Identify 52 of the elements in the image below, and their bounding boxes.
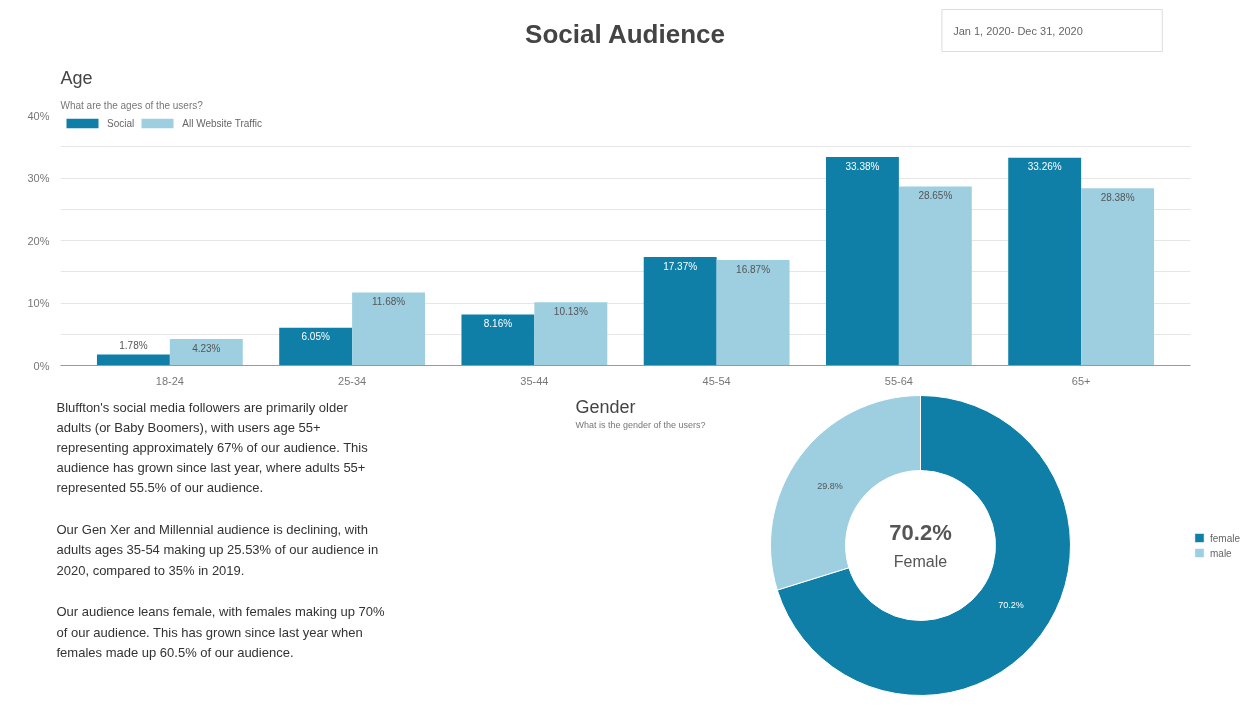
data-label: 10.13% [553, 305, 588, 317]
bar [352, 292, 426, 366]
text: Jan 1, 2020- Dec 31, 2020 [953, 24, 1083, 37]
bar [1081, 188, 1155, 366]
x-tick-label: 25-34 [338, 374, 367, 387]
data-label: 33.26% [1027, 161, 1062, 173]
y-tick-label: 30% [27, 172, 50, 184]
legend-label: male [1209, 547, 1232, 558]
bar [1008, 157, 1082, 366]
x-tick-label: 45-54 [702, 374, 731, 387]
bar [96, 354, 170, 366]
bar [279, 327, 353, 366]
legend-label: female [1209, 532, 1240, 543]
text: Our audience leans female, with females making up 70% of our audience. This has grown since last year when females made up 60.5% of our audience. [56, 604, 386, 660]
x-tick-label: 65+ [1071, 374, 1091, 387]
bar [643, 256, 717, 366]
x-tick-label: 18-24 [155, 374, 184, 387]
data-label: 1.78% [119, 339, 148, 351]
data-label: 11.68% [371, 296, 406, 308]
bar [898, 186, 972, 366]
bar [534, 302, 608, 366]
y-tick-label: 10% [27, 297, 50, 309]
data-label: 8.16% [483, 318, 513, 330]
x-tick-label: 55-64 [884, 374, 913, 387]
data-label: 29.8% [817, 480, 843, 491]
data-label: 28.38% [1100, 191, 1135, 203]
y-tick-label: 0% [33, 359, 50, 372]
data-label: 70.2% [998, 600, 1024, 611]
text: What is the gender of the users? [575, 420, 706, 431]
data-label: 16.87% [736, 263, 771, 275]
data-label: 28.65% [918, 190, 953, 202]
bar [169, 339, 243, 366]
chart-title: Age [60, 67, 93, 88]
chart-subtitle: What are the ages of the users? [60, 99, 204, 111]
text: Female [893, 553, 948, 571]
text: Social Audience [525, 18, 725, 49]
x-tick-label: 35-44 [520, 374, 549, 387]
text: Bluffton's social media followers are primarily older adults (or Baby Boomers), with users age 55+ representing approximately 67% of our audience. This audience has grown since last year, where adults 55+ represented 55.5% of our audience. [56, 399, 369, 496]
data-label: 17.37% [663, 260, 698, 272]
y-tick-label: 20% [27, 234, 50, 247]
legend-label: All Website Traffic [182, 117, 262, 129]
text: Gender [575, 397, 636, 418]
data-label: 4.23% [192, 342, 221, 354]
text: Our Gen Xer and Millennial audience is declining, with adults ages 35-54 making up 25.53% of our audience in 2020, compared to 35% in 2019. [56, 522, 379, 578]
bar [461, 314, 535, 366]
bar [716, 260, 790, 366]
bar [825, 156, 899, 366]
y-tick-label: 40% [27, 109, 50, 122]
legend-label: Social [107, 117, 135, 129]
text: 70.2% [889, 519, 952, 545]
data-label: 33.38% [845, 160, 880, 172]
data-label: 6.05% [301, 331, 330, 343]
